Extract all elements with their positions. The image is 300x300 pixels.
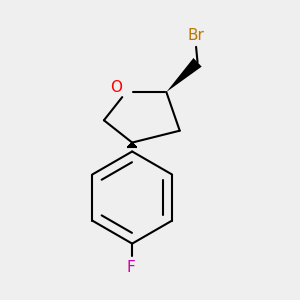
Polygon shape [166, 58, 202, 92]
Text: Br: Br [188, 28, 205, 43]
Text: O: O [110, 80, 122, 95]
Text: F: F [126, 260, 135, 275]
